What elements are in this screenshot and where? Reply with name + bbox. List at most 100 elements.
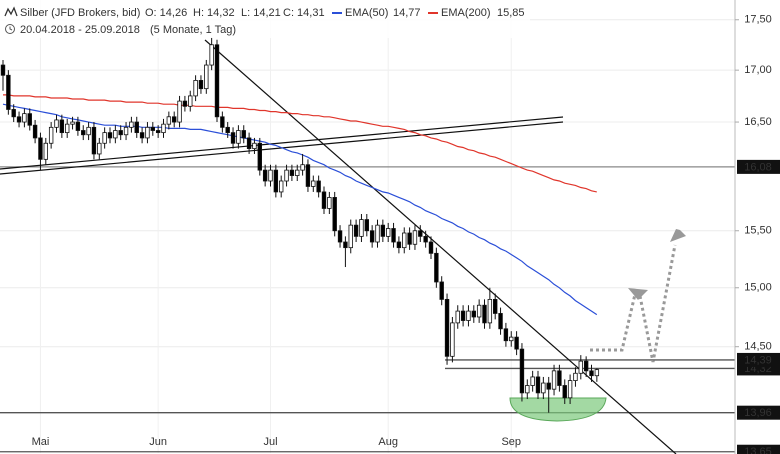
series bbox=[2, 94, 598, 316]
candle-body bbox=[262, 169, 268, 182]
candle-body bbox=[567, 380, 573, 399]
trend-line bbox=[204, 39, 677, 454]
y-tick-label: 15,50 bbox=[744, 225, 772, 237]
period: (5 Monate, 1 Tag) bbox=[150, 24, 236, 36]
candle-body bbox=[402, 232, 407, 249]
candle-body bbox=[311, 180, 316, 187]
y-tick-label: 14,50 bbox=[744, 341, 772, 353]
candle-body bbox=[204, 64, 209, 90]
header-bg bbox=[0, 0, 530, 38]
candle-body bbox=[193, 80, 198, 97]
candle-body bbox=[471, 310, 476, 318]
candle-body bbox=[385, 228, 391, 237]
price-tag-label: 16,08 bbox=[744, 161, 772, 173]
candle-body bbox=[134, 121, 139, 134]
candle-body bbox=[343, 241, 348, 249]
y-tick-label: 17,50 bbox=[744, 14, 772, 26]
candle-body bbox=[241, 130, 246, 139]
candle-body bbox=[86, 126, 91, 136]
candle-body bbox=[487, 298, 493, 324]
candle-body bbox=[551, 370, 557, 390]
candle-body bbox=[214, 44, 220, 118]
candle-body bbox=[583, 360, 589, 372]
candle-body bbox=[107, 132, 113, 139]
candle-body bbox=[0, 64, 6, 76]
candle-body bbox=[444, 298, 450, 357]
candle-body bbox=[273, 169, 279, 193]
chart-title: Silber (JFD Brokers, bid) bbox=[20, 7, 140, 19]
candle-body bbox=[541, 382, 546, 394]
candle-body bbox=[188, 95, 193, 107]
candle-body bbox=[546, 382, 551, 390]
x-tick-label: Aug bbox=[378, 436, 398, 448]
candle-body bbox=[423, 235, 428, 243]
clock-icon bbox=[9, 26, 13, 31]
candle-body bbox=[525, 385, 530, 394]
candle-body bbox=[353, 224, 359, 237]
candle-body bbox=[145, 126, 150, 139]
candle-body bbox=[75, 121, 81, 131]
candle-body bbox=[209, 44, 214, 66]
candle-body bbox=[300, 164, 305, 171]
candle-body bbox=[252, 142, 257, 149]
candle-body bbox=[535, 376, 541, 394]
candles bbox=[0, 37, 600, 413]
candle-body bbox=[177, 100, 182, 123]
candle-body bbox=[38, 137, 43, 160]
candle-body bbox=[155, 130, 161, 134]
candle-body bbox=[268, 169, 273, 182]
candle-body bbox=[16, 116, 22, 123]
date-range: 20.04.2018 - 25.09.2018 bbox=[20, 24, 140, 36]
price-tag-label: 14,39 bbox=[744, 354, 772, 366]
candle-body bbox=[97, 142, 102, 155]
candle-body bbox=[65, 123, 70, 134]
candle-body bbox=[54, 119, 59, 128]
ema-line bbox=[2, 103, 598, 316]
candle-body bbox=[359, 219, 364, 237]
candle-body bbox=[573, 372, 578, 382]
candle-body bbox=[332, 197, 337, 232]
candle-body bbox=[509, 336, 514, 342]
candle-body bbox=[466, 310, 471, 321]
candle-body bbox=[139, 132, 145, 139]
candle-body bbox=[562, 385, 567, 399]
ema-line bbox=[3, 94, 597, 193]
candle-body bbox=[118, 130, 123, 136]
trend-line bbox=[0, 116, 564, 170]
x-tick-label: Sep bbox=[501, 436, 521, 448]
candle-body bbox=[428, 241, 434, 254]
projection-arrow bbox=[638, 244, 677, 363]
ohlc-label: H: 14,32 bbox=[193, 7, 235, 19]
candle-body bbox=[514, 336, 519, 350]
candle-body bbox=[380, 224, 386, 237]
candle-body bbox=[439, 281, 444, 300]
x-tick-label: Mai bbox=[32, 436, 50, 448]
y-tick-label: 16,50 bbox=[744, 116, 772, 128]
price-tag-label: 13,96 bbox=[744, 407, 772, 419]
candle-body bbox=[450, 322, 455, 357]
candle-body bbox=[557, 370, 562, 386]
candle-body bbox=[482, 304, 487, 324]
arrow-head bbox=[628, 288, 648, 300]
candle-body bbox=[113, 130, 118, 139]
candle-body bbox=[434, 252, 439, 283]
candle-body bbox=[412, 230, 418, 245]
candle-body bbox=[70, 121, 75, 125]
candle-body bbox=[289, 169, 295, 176]
candle-body bbox=[460, 310, 466, 321]
candle-body bbox=[519, 348, 525, 394]
ohlc-label: O: 14,26 bbox=[145, 7, 187, 19]
price-tag bbox=[737, 352, 780, 367]
x-axis: Mai Jun Jul Aug Sep bbox=[32, 436, 521, 448]
price-tag-label: 13,65 bbox=[744, 446, 772, 454]
clock-icon bbox=[5, 24, 15, 34]
candle-body bbox=[295, 169, 300, 176]
candle-body bbox=[11, 109, 16, 118]
price-tag bbox=[737, 159, 780, 174]
candle-body bbox=[337, 230, 343, 243]
candle-body bbox=[589, 370, 594, 377]
